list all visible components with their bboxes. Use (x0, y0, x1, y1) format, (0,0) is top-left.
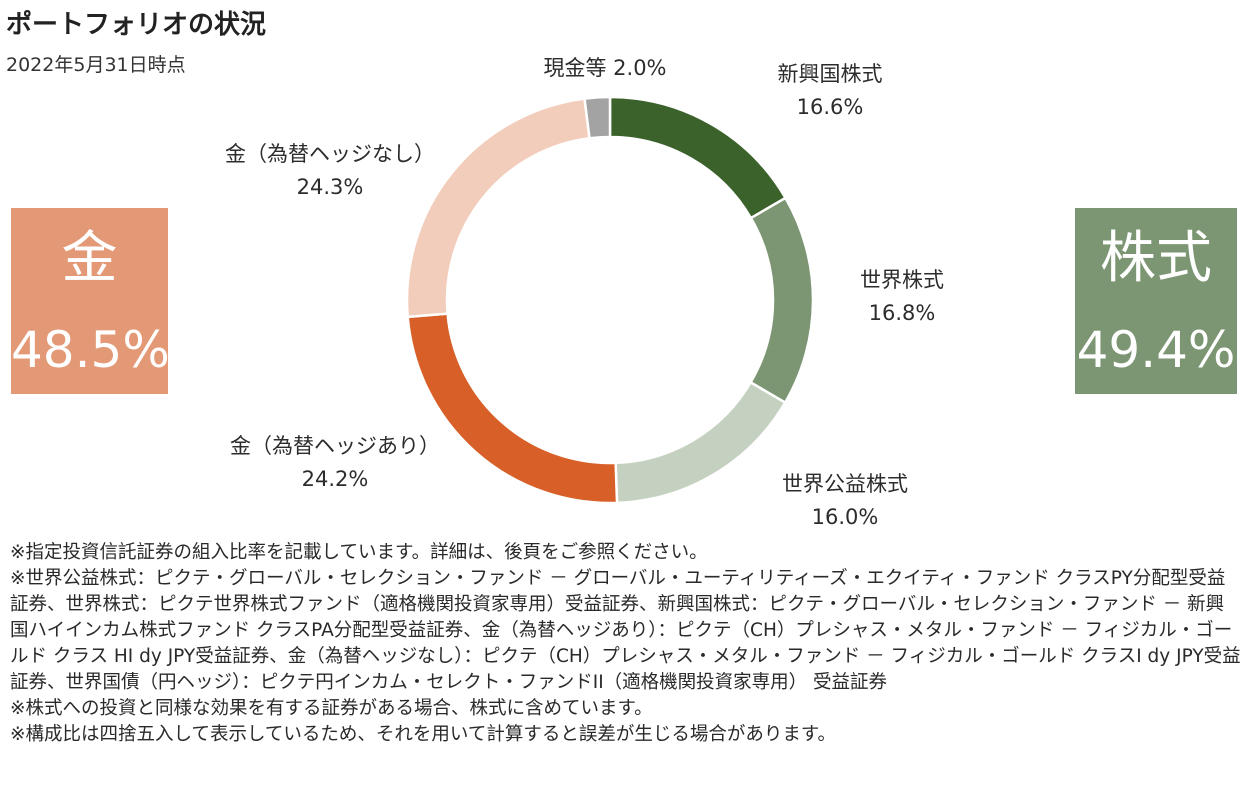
footnote: ※株式への投資と同様な効果を有する証券がある場合、株式に含めています。 (10, 698, 653, 719)
donut-slice (748, 196, 815, 405)
slice-value: 24.2% (301, 467, 369, 491)
slice-label-emerging-stocks: 新興国株式 16.6% (740, 58, 920, 124)
footnote: ※構成比は四捨五入して表示しているため、それを用いて計算すると誤差が生じる場合が… (10, 724, 836, 745)
gold-summary-box: 金 48.5% (11, 208, 170, 394)
slice-label-cash: 現金等 2.0% (520, 52, 690, 85)
slice-label-utility-stocks: 世界公益株式 16.0% (745, 468, 945, 534)
stocks-summary-box: 株式 49.4% (1075, 208, 1237, 394)
donut-slice (405, 97, 591, 319)
slice-value: 16.0% (811, 505, 879, 529)
as-of-date: 2022年5月31日時点 (6, 54, 186, 76)
gold-summary-value: 48.5% (11, 321, 170, 379)
slice-name: 新興国株式 (777, 62, 883, 86)
stocks-summary-value: 49.4% (1076, 321, 1236, 379)
slice-name: 現金等 (543, 56, 607, 80)
page-title: ポートフォリオの状況 (6, 10, 267, 40)
slice-label-gold-unhedged: 金（為替ヘッジなし） 24.3% (200, 138, 460, 204)
slice-label-global-stocks: 世界株式 16.8% (812, 264, 992, 330)
slice-name: 金（為替ヘッジあり） (230, 434, 440, 458)
slice-label-gold-hedged: 金（為替ヘッジあり） 24.2% (205, 430, 465, 496)
stocks-summary-label: 株式 (1100, 226, 1212, 291)
slice-name: 世界公益株式 (782, 472, 908, 496)
slice-value: 2.0% (613, 56, 667, 80)
donut-slice (583, 95, 612, 140)
slice-name: 金（為替ヘッジなし） (225, 142, 435, 166)
gold-summary-label: 金 (61, 226, 118, 291)
slice-value: 16.6% (796, 95, 864, 119)
footnotes: ※指定投資信託証券の組入比率を記載しています。詳細は、後頁をご参照ください。 ※… (10, 540, 1242, 748)
slice-value: 16.8% (868, 301, 936, 325)
slice-value: 24.3% (296, 175, 364, 199)
allocation-donut-chart (405, 95, 815, 505)
footnote: ※指定投資信託証券の組入比率を記載しています。詳細は、後頁をご参照ください。 (10, 542, 708, 563)
footnote: ※世界公益株式：ピクテ・グローバル・セレクション・ファンド － グローバル・ユー… (10, 568, 1241, 693)
slice-name: 世界株式 (860, 268, 944, 292)
